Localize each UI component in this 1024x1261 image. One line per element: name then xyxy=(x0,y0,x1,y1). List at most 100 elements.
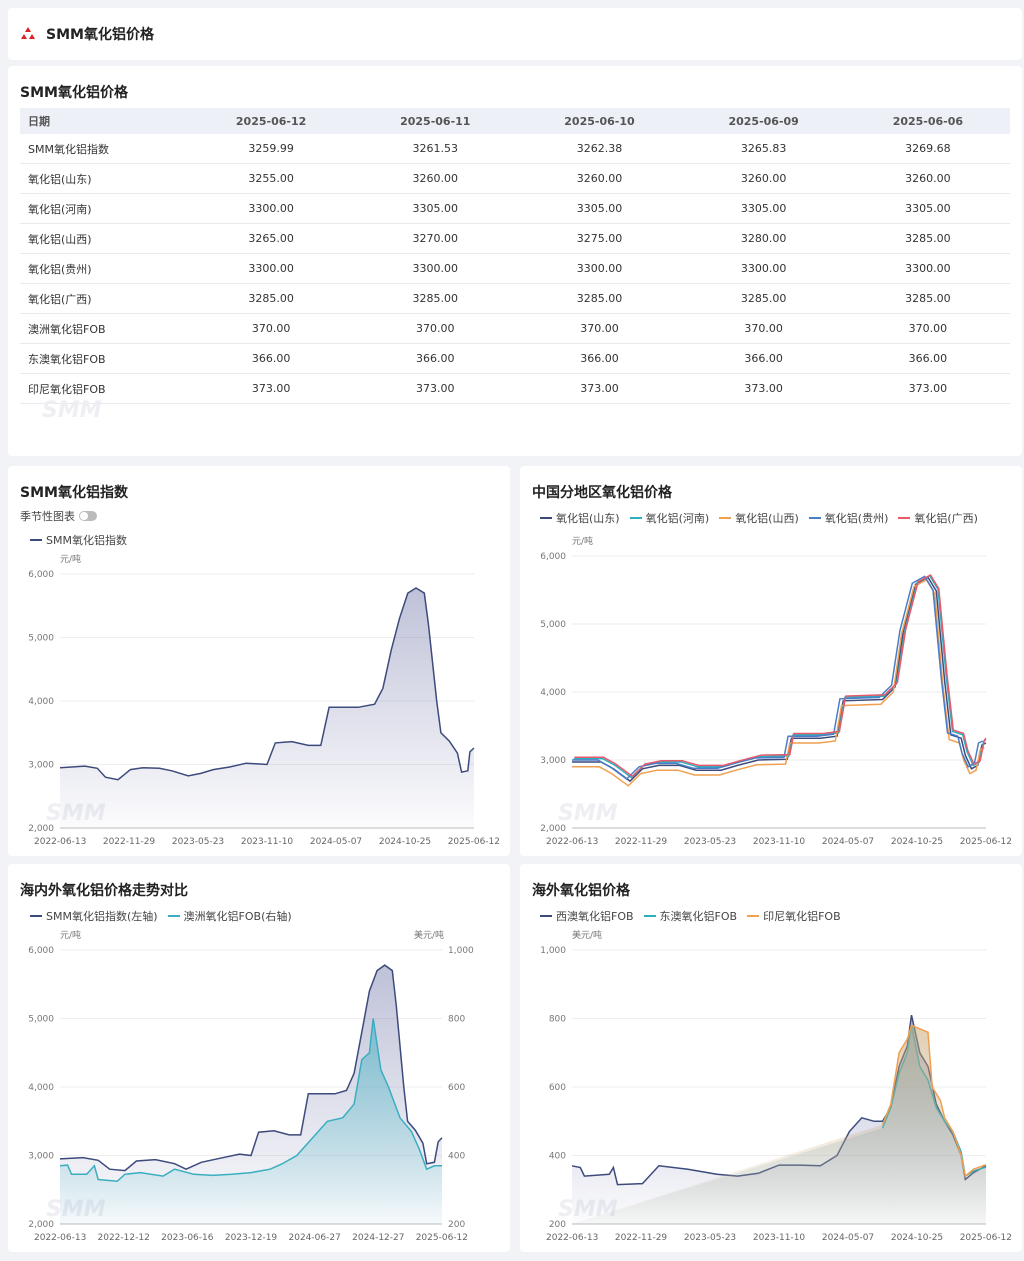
legend-item[interactable]: 氧化铝(山西) xyxy=(719,510,799,526)
y-tick-label: 3,000 xyxy=(28,1152,54,1162)
table-row: 印尼氧化铝FOB 373.00 373.00 373.00 373.00 373.00 xyxy=(20,373,1010,404)
price-cell: 3265.00 xyxy=(189,223,354,254)
table-row: 氧化铝(山西) 3265.00 3270.00 3275.00 3280.00 3285.… xyxy=(20,223,1010,254)
y-tick-label: 5,000 xyxy=(28,1015,54,1025)
x-tick-label: 2025-06-12 xyxy=(448,837,500,847)
x-tick-label: 2025-06-12 xyxy=(960,1233,1012,1243)
seasonal-toggle[interactable]: 季节性图表 xyxy=(20,508,97,524)
table-title: SMM氧化铝价格 xyxy=(20,85,128,101)
row-label: 澳洲氧化铝FOB xyxy=(20,313,189,344)
legend-line-icon xyxy=(30,539,42,541)
legend-item[interactable]: 印尼氧化铝FOB xyxy=(747,908,841,924)
x-tick-label: 2022-06-13 xyxy=(546,837,598,847)
header-title: SMM氧化铝价格 xyxy=(46,27,154,43)
legend-item[interactable]: 氧化铝(贵州) xyxy=(808,510,889,526)
price-cell: 366.00 xyxy=(681,343,846,374)
smm-watermark: SMM xyxy=(558,801,618,826)
price-cell: 3305.00 xyxy=(845,193,1010,224)
regional-price-chart-card: 中国分地区氧化铝价格 氧化铝(山东) 氧化铝(河南) 氧化铝(山西) 氧化铝(贵州) 氧… xyxy=(520,466,1022,856)
legend-item[interactable]: 氧化铝(山东) xyxy=(540,510,620,526)
row-label: SMM氧化铝指数 xyxy=(20,134,189,164)
legend-line-icon xyxy=(719,517,732,519)
legend-item[interactable]: 西澳氧化铝FOB xyxy=(540,908,634,924)
price-cell: 373.00 xyxy=(517,373,682,404)
legend-line-icon xyxy=(30,915,42,917)
legend-label: 氧化铝(贵州) xyxy=(824,512,889,525)
price-cell: 3305.00 xyxy=(681,193,846,224)
price-cell: 370.00 xyxy=(189,313,354,344)
price-cell: 3300.00 xyxy=(681,253,846,284)
legend-label: SMM氧化铝指数 xyxy=(46,534,127,547)
y-right-axis-unit: 美元/吨 xyxy=(414,929,444,941)
x-tick-label: 2023-05-23 xyxy=(684,837,736,847)
row-label: 氧化铝(广西) xyxy=(20,283,189,314)
x-tick-label: 2024-12-27 xyxy=(352,1233,404,1243)
legend-line-icon xyxy=(808,517,821,519)
series-area xyxy=(572,1025,986,1224)
legend-line-icon xyxy=(643,915,656,917)
price-cell: 3285.00 xyxy=(353,283,518,314)
y-tick-label: 4,000 xyxy=(540,688,566,698)
legend-item[interactable]: 东澳氧化铝FOB xyxy=(643,908,737,924)
x-tick-label: 2022-06-13 xyxy=(34,1233,86,1243)
price-cell: 3255.00 xyxy=(189,163,354,194)
series-line xyxy=(573,574,987,779)
smm-index-chart-card: SMM氧化铝指数 季节性图表 SMM氧化铝指数 6,000 5,000 4,000 3… xyxy=(8,466,510,856)
x-tick-label: 2023-12-19 xyxy=(225,1233,278,1243)
price-cell: 373.00 xyxy=(845,373,1010,404)
legend-item[interactable]: SMM氧化铝指数(左轴) xyxy=(30,908,158,924)
legend-label: SMM氧化铝指数(左轴) xyxy=(46,910,158,923)
toggle-switch-icon[interactable] xyxy=(79,511,97,521)
x-tick-label: 2022-11-29 xyxy=(615,1233,668,1243)
legend-label: 西澳氧化铝FOB xyxy=(556,910,634,923)
x-tick-label: 2024-05-07 xyxy=(822,1233,874,1243)
legend-label: 印尼氧化铝FOB xyxy=(763,910,841,923)
legend-item[interactable]: 澳洲氧化铝FOB(右轴) xyxy=(167,908,292,924)
x-tick-label: 2022-11-29 xyxy=(615,837,668,847)
y-axis-unit: 美元/吨 xyxy=(572,929,602,941)
table-row: 氧化铝(山东) 3255.00 3260.00 3260.00 3260.00 3260.… xyxy=(20,163,1010,194)
series-line xyxy=(59,1018,442,1182)
price-cell: 366.00 xyxy=(189,343,354,374)
y-tick-label: 6,000 xyxy=(28,946,54,956)
series-line xyxy=(59,964,443,1172)
legend-item[interactable]: SMM氧化铝指数 xyxy=(30,532,127,548)
legend-line-icon xyxy=(898,517,911,519)
series-area xyxy=(60,588,474,828)
table-row: 氧化铝(贵州) 3300.00 3300.00 3300.00 3300.00 3300.… xyxy=(20,253,1010,284)
legend-label: 澳洲氧化铝FOB(右轴) xyxy=(183,910,292,923)
row-label: 氧化铝(河南) xyxy=(20,193,189,224)
table-row: 东澳氧化铝FOB 366.00 366.00 366.00 366.00 366.00 xyxy=(20,343,1010,374)
chart-title: 海内外氧化铝价格走势对比 xyxy=(20,883,188,899)
price-cell: 373.00 xyxy=(189,373,354,404)
legend-item[interactable]: 氧化铝(河南) xyxy=(629,510,709,526)
y-tick-label: 3,000 xyxy=(540,756,566,766)
x-tick-label: 2023-11-10 xyxy=(753,1233,806,1243)
y-tick-label: 200 xyxy=(549,1220,566,1230)
table-row: 氧化铝(广西) 3285.00 3285.00 3285.00 3285.00 3285.… xyxy=(20,283,1010,314)
legend-line-icon xyxy=(540,915,552,917)
chart-legend: 西澳氧化铝FOB 东澳氧化铝FOB 印尼氧化铝FOB xyxy=(540,908,841,924)
column-header: 2025-06-12 xyxy=(189,108,354,134)
column-header: 2025-06-06 xyxy=(845,108,1010,134)
chart-plot: 6,000 5,000 4,000 3,000 2,000 元/吨 2022-06-13 20… xyxy=(28,553,500,847)
price-cell: 3305.00 xyxy=(353,193,518,224)
chart-legend: SMM氧化铝指数(左轴) 澳洲氧化铝FOB(右轴) xyxy=(30,908,292,924)
price-cell: 3261.53 xyxy=(353,134,518,164)
y-tick-label: 2,000 xyxy=(540,824,566,834)
price-cell: 3260.00 xyxy=(353,163,518,194)
legend-item[interactable]: 氧化铝(广西) xyxy=(898,510,978,526)
x-tick-label: 2024-05-07 xyxy=(822,837,874,847)
domestic-overseas-chart-card: 海内外氧化铝价格走势对比 SMM氧化铝指数(左轴) 澳洲氧化铝FOB(右轴) 6,… xyxy=(8,864,510,1252)
column-header: 2025-06-11 xyxy=(353,108,518,134)
legend-line-icon xyxy=(629,517,642,519)
y-right-tick-label: 1,000 xyxy=(448,946,474,956)
chart-plot: 6,000 5,000 4,000 3,000 2,000 1,000 800 600 400 2… xyxy=(28,929,474,1243)
price-cell: 3275.00 xyxy=(517,223,682,254)
price-cell: 3260.00 xyxy=(845,163,1010,194)
x-tick-label: 2022-11-29 xyxy=(103,837,156,847)
smm-logo-icon xyxy=(21,27,35,39)
y-axis-unit: 元/吨 xyxy=(60,553,81,565)
y-tick-label: 4,000 xyxy=(28,1083,54,1093)
y-right-tick-label: 400 xyxy=(448,1152,465,1162)
